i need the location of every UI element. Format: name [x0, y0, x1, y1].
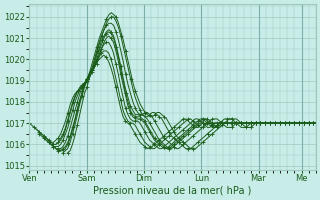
X-axis label: Pression niveau de la mer( hPa ): Pression niveau de la mer( hPa ): [93, 186, 252, 196]
